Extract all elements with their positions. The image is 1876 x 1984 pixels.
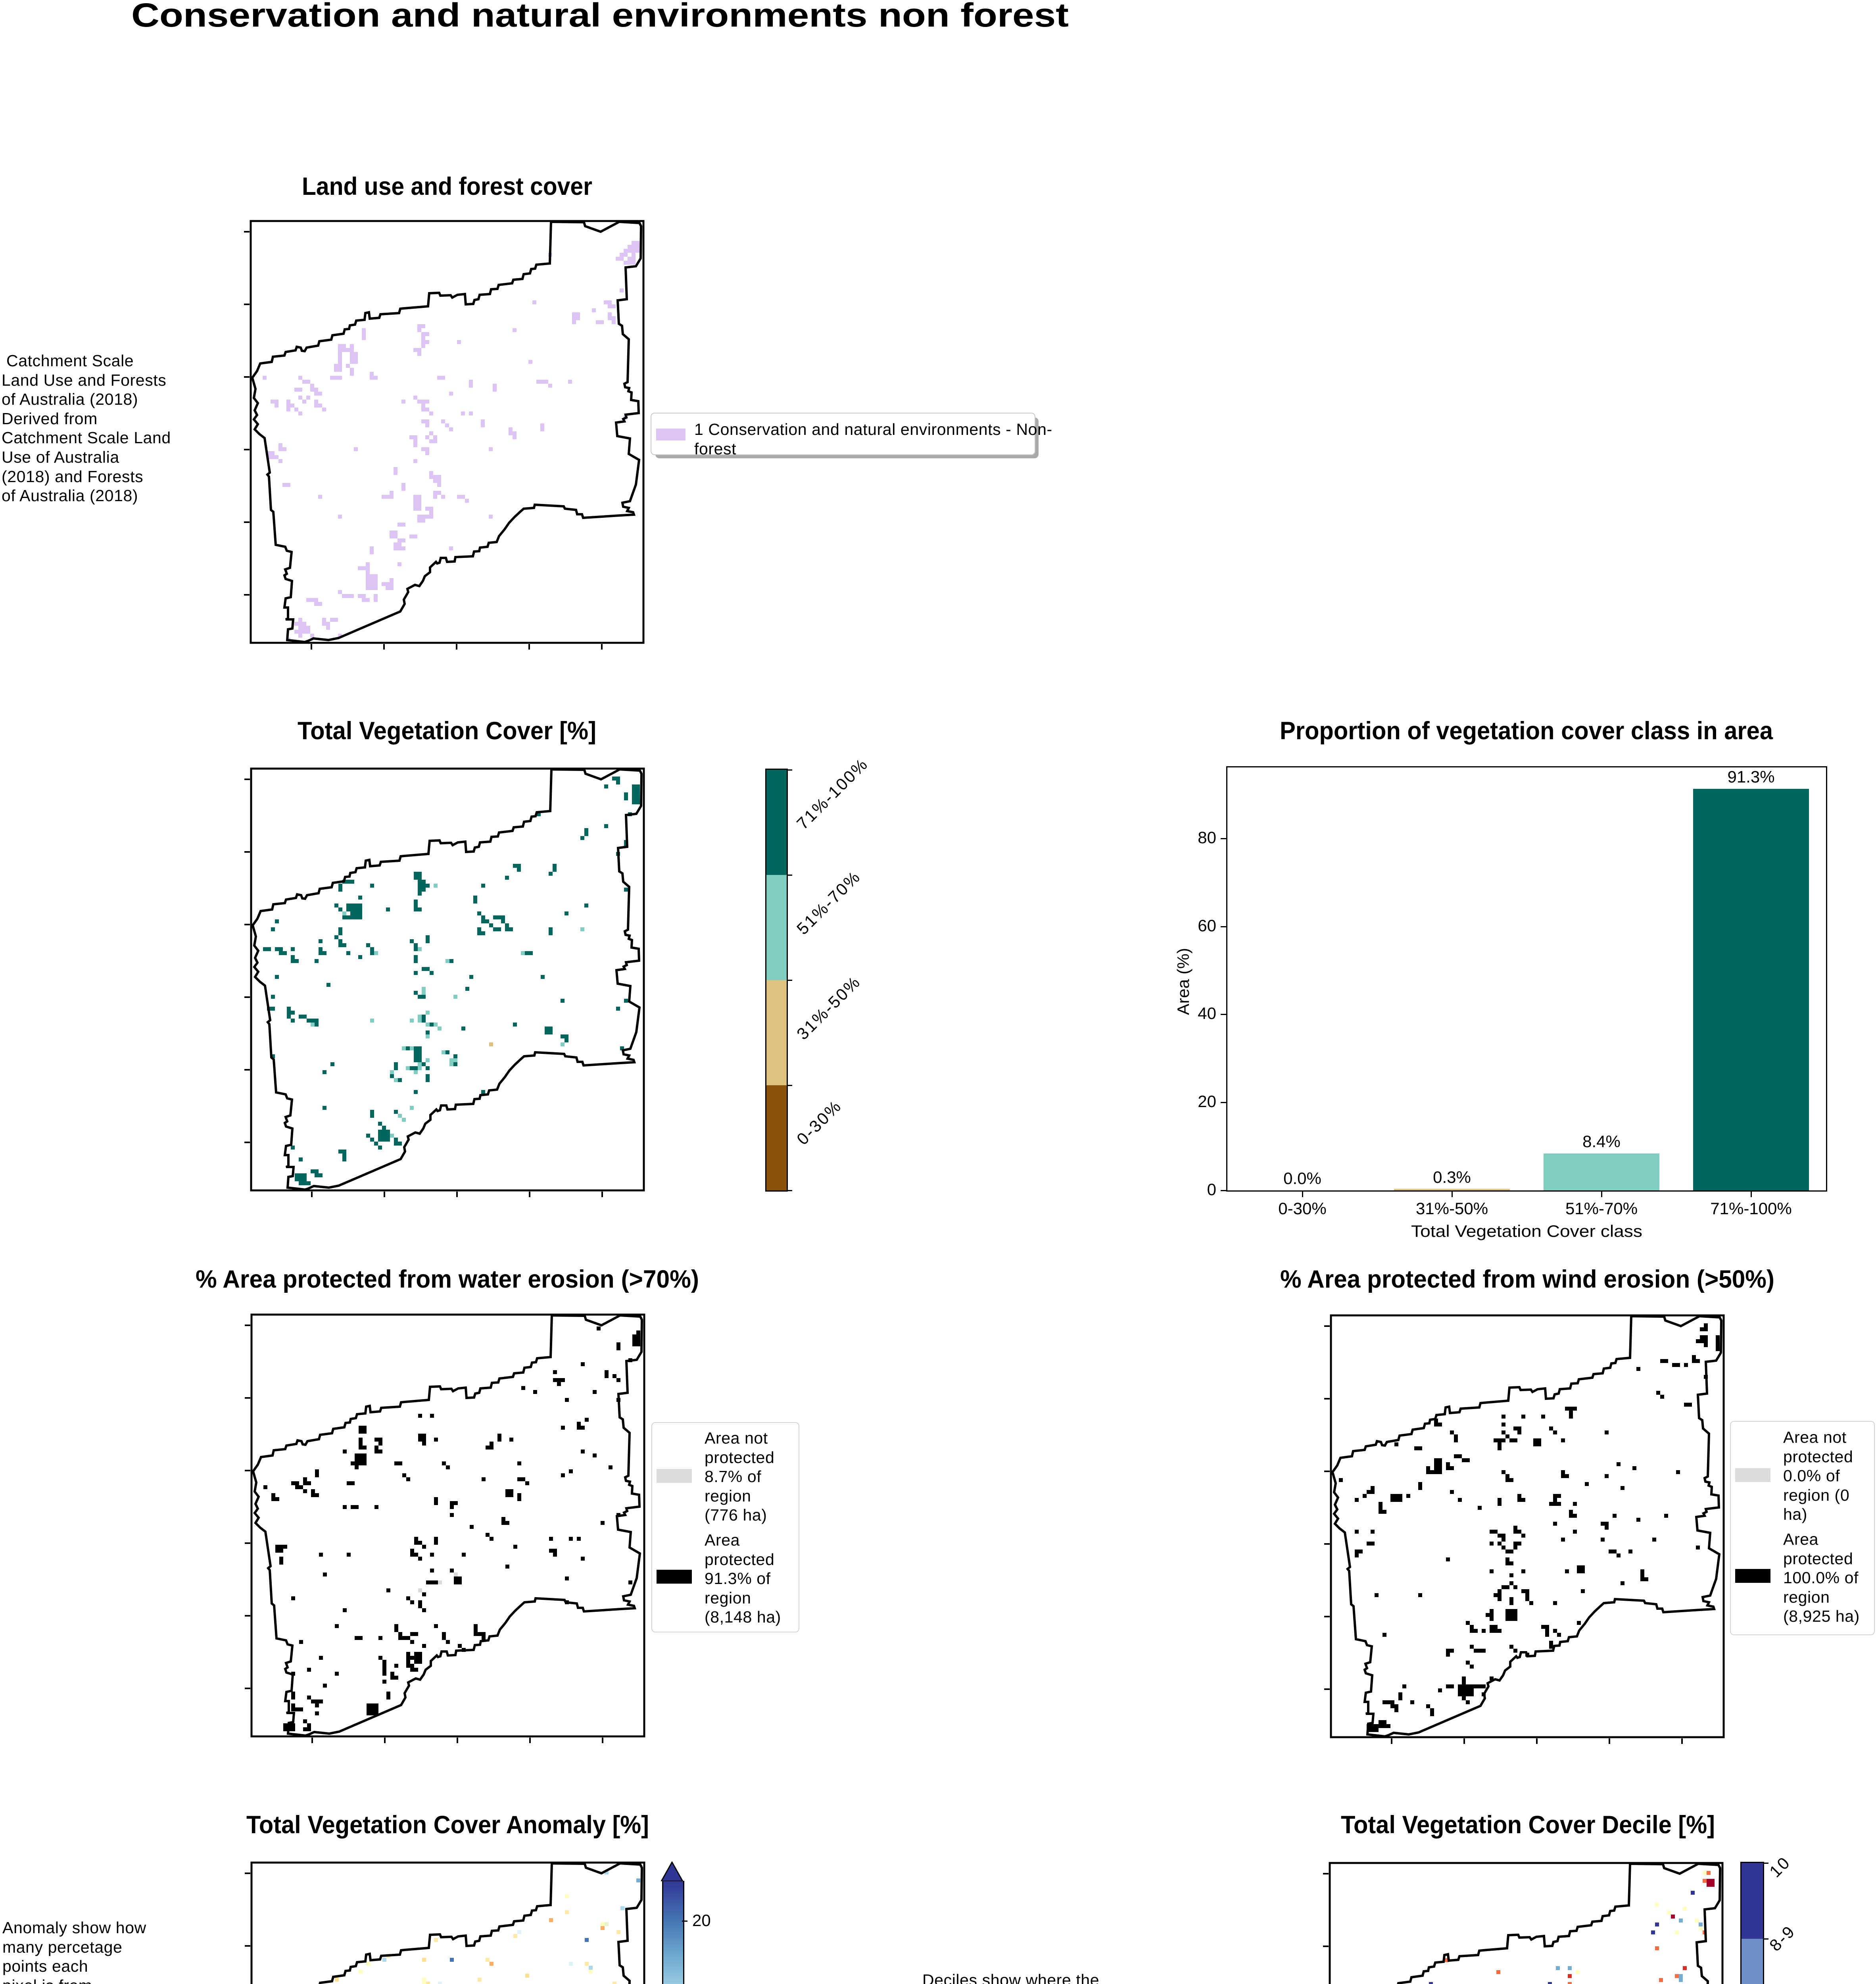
svg-text:% Area protected from water er: % Area protected from water erosion (>70…: [196, 1265, 699, 1293]
svg-text:Total Vegetation Cover Decile: Total Vegetation Cover Decile [%]: [1341, 1811, 1715, 1839]
svg-text:Land use and forest cover: Land use and forest cover: [302, 173, 592, 200]
svg-text:Area (%): Area (%): [1174, 948, 1192, 1015]
svg-text:Proportion of vegetation cover: Proportion of vegetation cover class in …: [1280, 717, 1773, 745]
svg-text:Total Vegetation Cover class: Total Vegetation Cover class: [1411, 1222, 1642, 1240]
svg-text:Conservation and natural envir: Conservation and natural environments no…: [131, 0, 1069, 34]
svg-text:Total Vegetation Cover Anomaly: Total Vegetation Cover Anomaly [%]: [246, 1811, 649, 1839]
svg-text:% Area protected from wind ero: % Area protected from wind erosion (>50%…: [1280, 1265, 1774, 1293]
svg-text:Total Vegetation Cover [%]: Total Vegetation Cover [%]: [298, 717, 596, 745]
